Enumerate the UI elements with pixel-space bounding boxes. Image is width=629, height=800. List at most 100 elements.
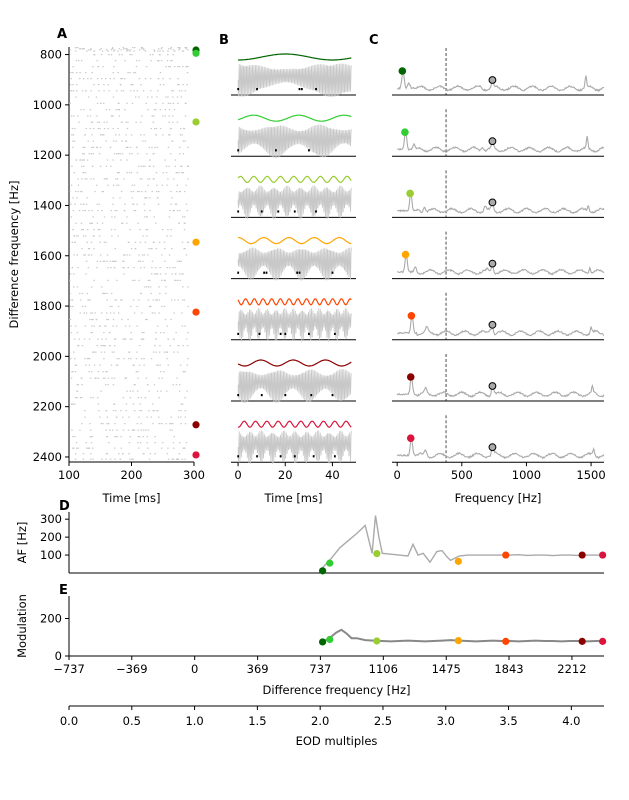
panel-b-signal xyxy=(237,185,352,220)
raster-spike xyxy=(146,153,148,155)
raster-spike xyxy=(186,84,188,86)
raster-spike xyxy=(93,351,95,353)
raster-spike xyxy=(103,260,106,262)
raster-spike xyxy=(124,423,126,425)
raster-spike xyxy=(133,312,136,314)
raster-spike xyxy=(161,442,164,444)
raster-spike xyxy=(158,286,160,288)
raster-spike xyxy=(157,197,159,199)
raster-spike xyxy=(70,78,73,80)
raster-spike xyxy=(185,338,188,340)
raster-spike xyxy=(96,222,99,224)
raster-spike xyxy=(83,109,85,111)
raster-spike xyxy=(166,267,168,269)
raster-spike xyxy=(117,235,119,237)
raster-spike xyxy=(151,267,153,269)
raster-spike xyxy=(71,371,73,373)
panel-a-xtick-label: 200 xyxy=(121,468,143,482)
raster-spike xyxy=(165,165,168,167)
panel-b-spike xyxy=(279,455,282,458)
raster-spike xyxy=(93,235,95,237)
raster-spike xyxy=(149,453,152,455)
raster-spike xyxy=(178,453,181,455)
raster-spike xyxy=(168,165,170,167)
raster-spike xyxy=(74,325,77,327)
raster-spike xyxy=(125,48,127,50)
raster-spike xyxy=(113,403,115,405)
raster-spike xyxy=(168,48,170,50)
raster-spike xyxy=(137,377,139,379)
raster-spike xyxy=(140,358,143,360)
raster-spike xyxy=(159,371,162,373)
raster-spike xyxy=(112,197,114,199)
panelE-marker xyxy=(373,637,381,645)
panelD-marker xyxy=(599,551,607,559)
raster-spike xyxy=(173,178,175,180)
raster-spike xyxy=(133,364,135,366)
panel-b-spike xyxy=(315,88,317,91)
raster-spike xyxy=(140,267,142,269)
panel-c-letter: C xyxy=(369,33,379,48)
raster-spike xyxy=(172,121,174,123)
raster-spike xyxy=(81,165,83,167)
raster-spike xyxy=(77,178,79,180)
raster-spike xyxy=(173,447,175,449)
raster-spike xyxy=(176,172,178,174)
raster-spike xyxy=(85,203,88,205)
raster-spike xyxy=(99,254,102,256)
raster-spike xyxy=(71,305,74,308)
raster-spike xyxy=(156,390,159,392)
raster-spike xyxy=(182,172,184,174)
raster-spike xyxy=(128,351,131,353)
raster-spike xyxy=(144,78,147,80)
raster-spike xyxy=(94,190,96,193)
raster-spike xyxy=(88,371,90,373)
panel-a-letter: A xyxy=(57,27,67,42)
panel-c-subplot xyxy=(392,170,605,218)
raster-spike xyxy=(81,292,84,295)
raster-spike xyxy=(168,216,171,218)
raster-spike xyxy=(165,66,167,68)
raster-spike xyxy=(138,96,140,98)
raster-spike xyxy=(97,377,100,379)
raster-spike xyxy=(106,159,109,161)
raster-spike xyxy=(116,209,118,212)
raster-spike xyxy=(147,279,150,281)
raster-spike xyxy=(171,197,173,199)
raster-spike xyxy=(77,190,79,193)
raster-spike xyxy=(87,248,90,250)
raster-spike xyxy=(107,384,109,386)
raster-spike xyxy=(73,286,75,288)
panel-b-spike xyxy=(284,394,287,397)
raster-spike xyxy=(92,153,94,155)
panel-c-df-peak-marker xyxy=(398,67,407,75)
panel-a-xtick-label: 300 xyxy=(183,468,205,482)
raster-spike xyxy=(92,318,94,321)
raster-spike xyxy=(104,78,107,80)
raster-spike xyxy=(170,235,172,237)
raster-spike xyxy=(179,273,181,275)
raster-spike xyxy=(152,54,154,56)
raster-spike xyxy=(179,134,182,136)
raster-spike xyxy=(79,292,81,295)
raster-spike xyxy=(128,172,131,174)
raster-spike xyxy=(132,429,135,431)
raster-spike xyxy=(187,49,189,51)
raster-spike xyxy=(93,54,95,56)
raster-spike xyxy=(83,338,86,340)
panelE-xlabel: Difference frequency [Hz] xyxy=(263,683,411,697)
raster-spike xyxy=(179,390,181,392)
raster-spike xyxy=(156,273,159,275)
raster-spike xyxy=(126,127,129,130)
raster-spike xyxy=(167,146,170,149)
raster-spike xyxy=(123,254,126,256)
raster-spike xyxy=(138,78,141,80)
raster-spike xyxy=(71,134,73,136)
panelE-marker xyxy=(319,638,327,646)
raster-spike xyxy=(187,178,189,180)
panel-b-spike xyxy=(265,271,268,274)
raster-spike xyxy=(89,318,91,321)
panel-c-subplot xyxy=(392,415,605,463)
raster-spike xyxy=(71,403,73,405)
raster-spike xyxy=(71,299,74,301)
